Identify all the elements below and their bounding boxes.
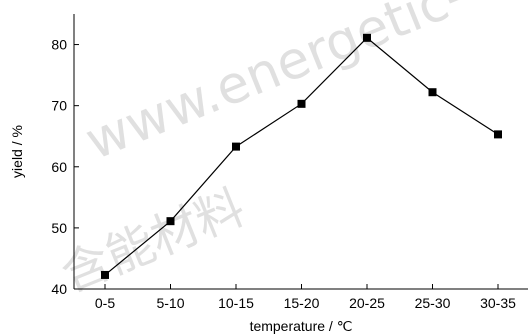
- watermark-cn-text: 含能材料: [54, 179, 253, 303]
- watermark-url-text: www.energetic-: [77, 0, 474, 172]
- y-tick-label: 60: [51, 159, 67, 175]
- data-point-marker: [297, 99, 306, 108]
- ticks: 40 50 60 70 80 0-5 5-10 10-15 15-20 20-25 25-30 30-…: [51, 37, 516, 311]
- data-point-marker: [363, 33, 371, 42]
- y-axis-title: yield / %: [9, 125, 25, 178]
- x-tick-label: 15-20: [284, 295, 320, 311]
- data-point-marker: [494, 130, 502, 139]
- x-tick-label: 0-5: [95, 295, 115, 311]
- data-point-marker: [428, 88, 437, 97]
- y-tick-label: 50: [51, 220, 67, 236]
- data-point-marker: [101, 270, 109, 279]
- data-point-marker: [232, 142, 240, 151]
- y-tick-label: 70: [51, 98, 67, 114]
- watermark: www.energetic- 含能材料: [54, 0, 475, 303]
- x-axis-title: temperature / ℃: [250, 318, 353, 334]
- x-tick-label: 10-15: [218, 295, 254, 311]
- x-tick-label: 20-25: [349, 295, 385, 311]
- y-tick-label: 80: [51, 37, 67, 53]
- y-tick-label: 40: [51, 281, 67, 297]
- x-tick-label: 30-35: [480, 295, 516, 311]
- x-tick-label: 5-10: [156, 295, 184, 311]
- series-layer: [101, 33, 502, 279]
- x-tick-label: 25-30: [415, 295, 451, 311]
- data-point-marker: [166, 217, 175, 226]
